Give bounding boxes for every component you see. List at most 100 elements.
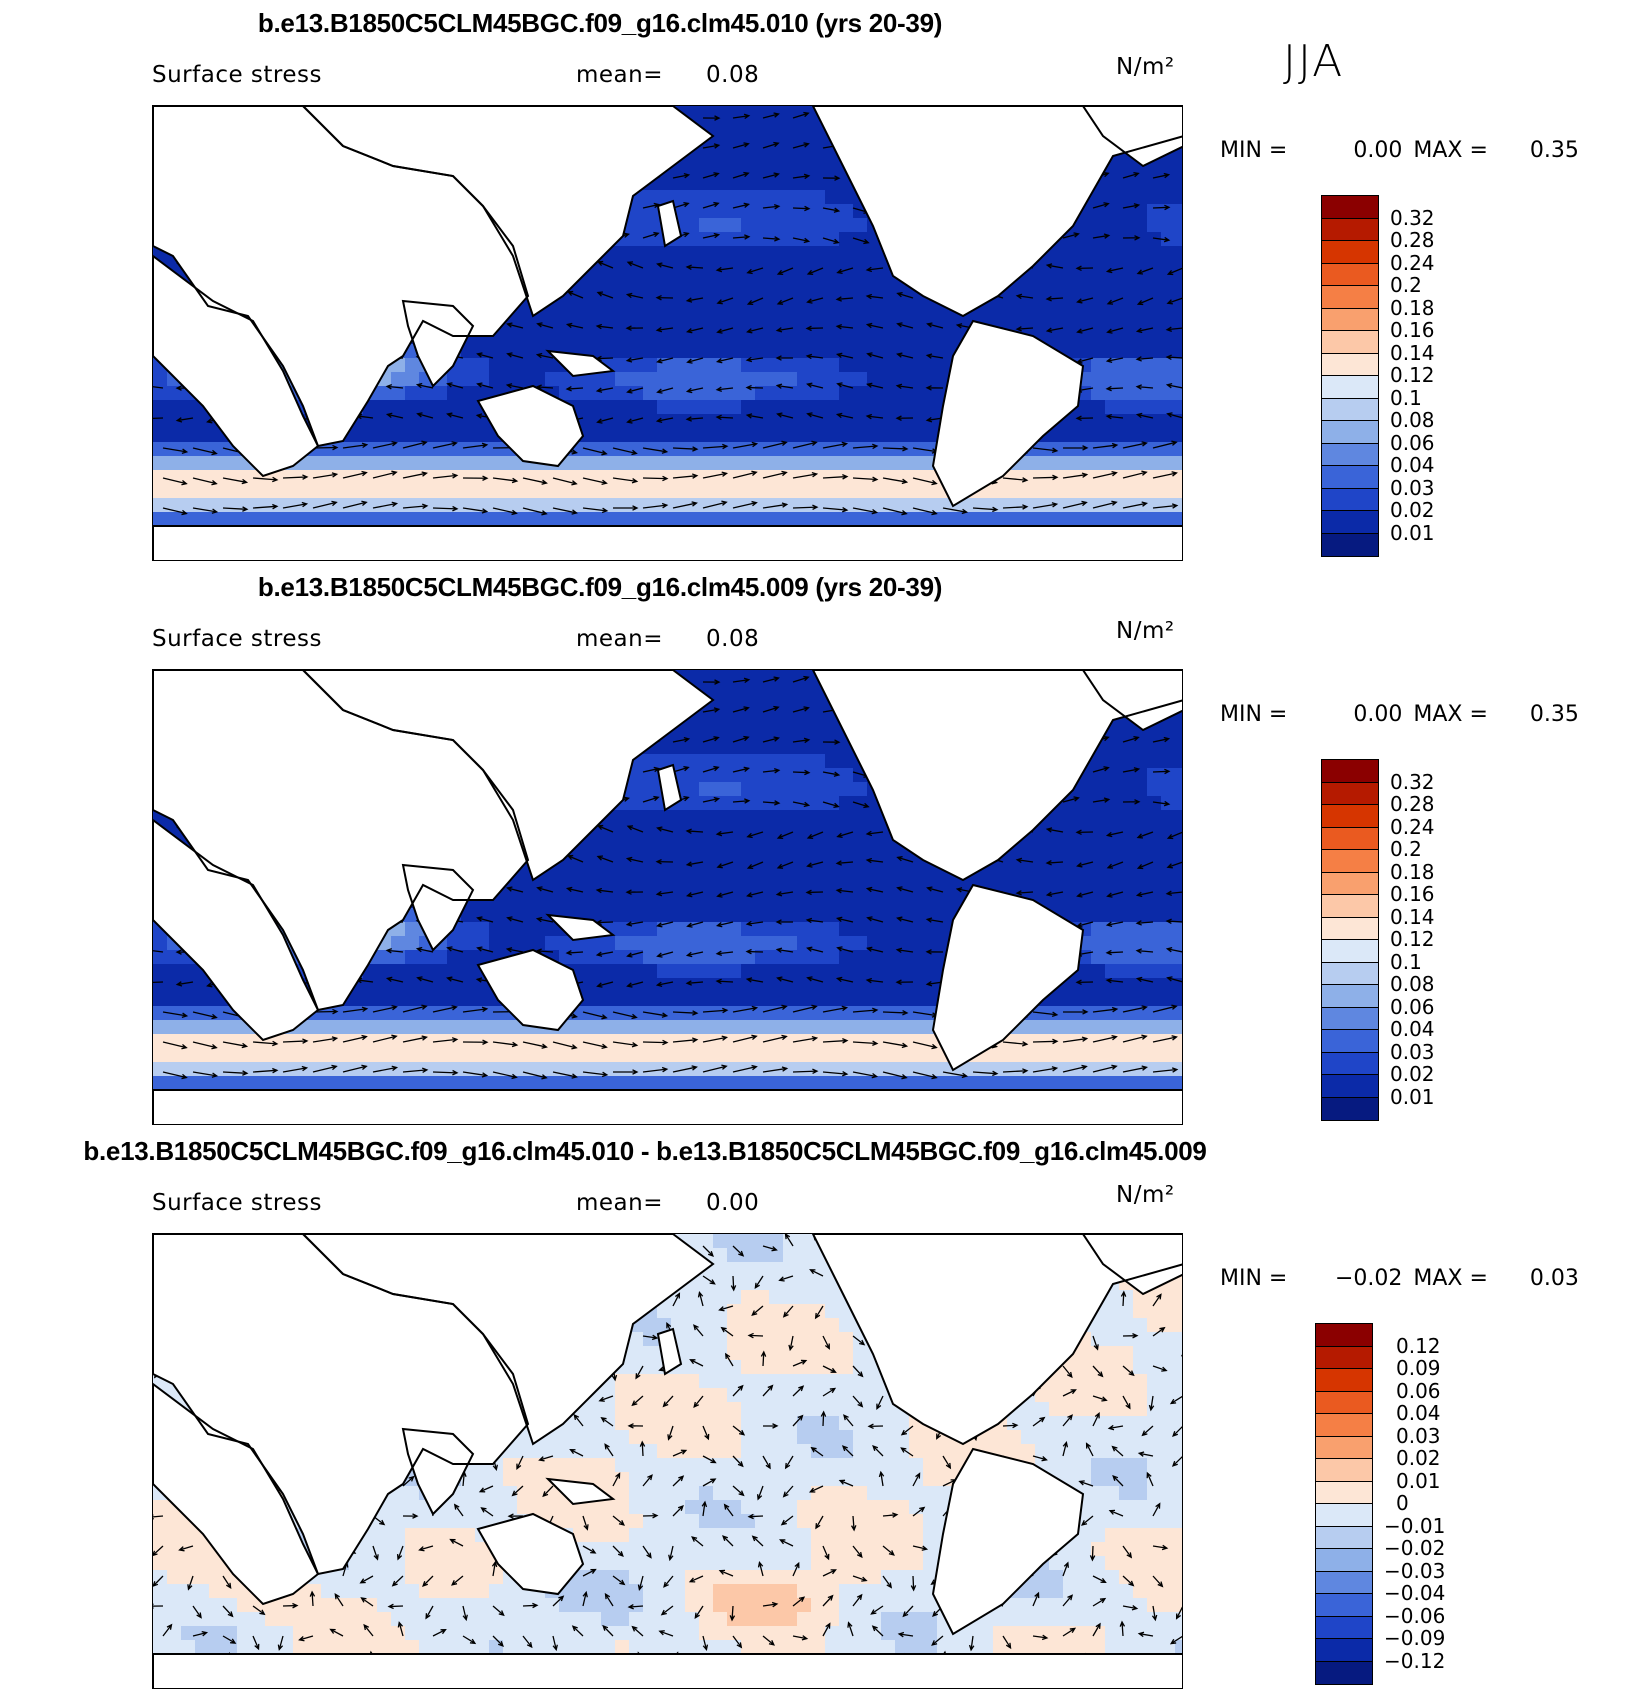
field-cell — [601, 698, 616, 713]
field-cell — [783, 936, 798, 951]
field-cell — [321, 824, 336, 839]
field-cell — [811, 358, 826, 373]
field-cell — [657, 1020, 672, 1035]
field-cell — [461, 880, 476, 895]
field-cell — [1147, 274, 1162, 289]
field-cell — [797, 428, 812, 443]
field-cell — [279, 684, 294, 699]
field-cell — [489, 470, 504, 485]
field-cell — [1147, 1006, 1162, 1021]
field-cell — [797, 768, 812, 783]
field-cell — [1021, 204, 1036, 219]
field-cell — [321, 316, 336, 331]
field-cell — [531, 526, 546, 541]
field-cell — [335, 120, 350, 135]
field-cell — [251, 754, 266, 769]
field-cell — [853, 554, 868, 561]
field-cell — [153, 232, 168, 247]
field-cell — [1175, 330, 1183, 345]
field-cell — [587, 1034, 602, 1049]
panel-title: b.e13.B1850C5CLM45BGC.f09_g16.clm45.009 … — [0, 572, 1200, 603]
field-cell — [181, 978, 196, 993]
field-cell — [629, 148, 644, 163]
field-cell — [335, 964, 350, 979]
field-cell — [531, 782, 546, 797]
field-cell — [937, 894, 952, 909]
field-cell — [279, 190, 294, 205]
field-cell — [293, 484, 308, 499]
field-cell — [951, 698, 966, 713]
field-cell — [839, 190, 854, 205]
field-cell — [1147, 670, 1162, 685]
field-cell — [699, 768, 714, 783]
field-cell — [321, 176, 336, 191]
field-cell — [811, 936, 826, 951]
field-cell — [1119, 936, 1134, 951]
field-cell — [1175, 684, 1183, 699]
field-cell — [923, 866, 938, 881]
field-cell — [867, 526, 882, 541]
field-cell — [1105, 204, 1120, 219]
field-cell — [1007, 684, 1022, 699]
field-cell — [755, 428, 770, 443]
field-cell — [1105, 428, 1120, 443]
field-cell — [587, 866, 602, 881]
field-cell — [741, 484, 756, 499]
field-cell — [167, 964, 182, 979]
field-cell — [475, 1006, 490, 1021]
field-cell — [839, 964, 854, 979]
field-cell — [1063, 866, 1078, 881]
field-cell — [699, 330, 714, 345]
field-cell — [447, 204, 462, 219]
field-cell — [545, 330, 560, 345]
field-cell — [1147, 428, 1162, 443]
field-cell — [615, 484, 630, 499]
field-cell — [1105, 540, 1120, 555]
field-cell — [783, 106, 798, 121]
field-cell — [755, 894, 770, 909]
field-cell — [1147, 484, 1162, 499]
field-cell — [1063, 950, 1078, 965]
field-cell — [867, 754, 882, 769]
field-cell — [1147, 106, 1162, 121]
field-cell — [307, 964, 322, 979]
field-cell — [965, 540, 980, 555]
field-cell — [349, 880, 364, 895]
field-cell — [769, 148, 784, 163]
field-cell — [321, 554, 336, 561]
field-cell — [993, 936, 1008, 951]
field-cell — [923, 824, 938, 839]
field-cell — [1091, 260, 1106, 275]
field-cell — [461, 316, 476, 331]
field-cell — [1119, 218, 1134, 233]
field-cell — [461, 540, 476, 555]
field-cell — [867, 1006, 882, 1021]
field-cell — [993, 712, 1008, 727]
field-cell — [531, 922, 546, 937]
field-cell — [685, 978, 700, 993]
field-cell — [979, 936, 994, 951]
field-cell — [951, 740, 966, 755]
field-cell — [1063, 148, 1078, 163]
field-cell — [251, 838, 266, 853]
field-cell — [1049, 106, 1064, 121]
field-cell — [573, 866, 588, 881]
field-cell — [923, 148, 938, 163]
field-cell — [153, 922, 168, 937]
field-cell — [489, 810, 504, 825]
field-cell — [713, 992, 728, 1007]
field-cell — [839, 330, 854, 345]
field-cell — [167, 400, 182, 415]
field-cell — [1091, 512, 1106, 527]
field-cell — [195, 908, 210, 923]
field-cell — [349, 470, 364, 485]
field-cell — [741, 782, 756, 797]
field-cell — [1007, 810, 1022, 825]
field-cell — [839, 824, 854, 839]
field-cell — [335, 274, 350, 289]
field-cell — [237, 246, 252, 261]
field-cell — [1133, 1020, 1148, 1035]
field-cell — [811, 768, 826, 783]
field-cell — [839, 428, 854, 443]
field-cell — [895, 386, 910, 401]
